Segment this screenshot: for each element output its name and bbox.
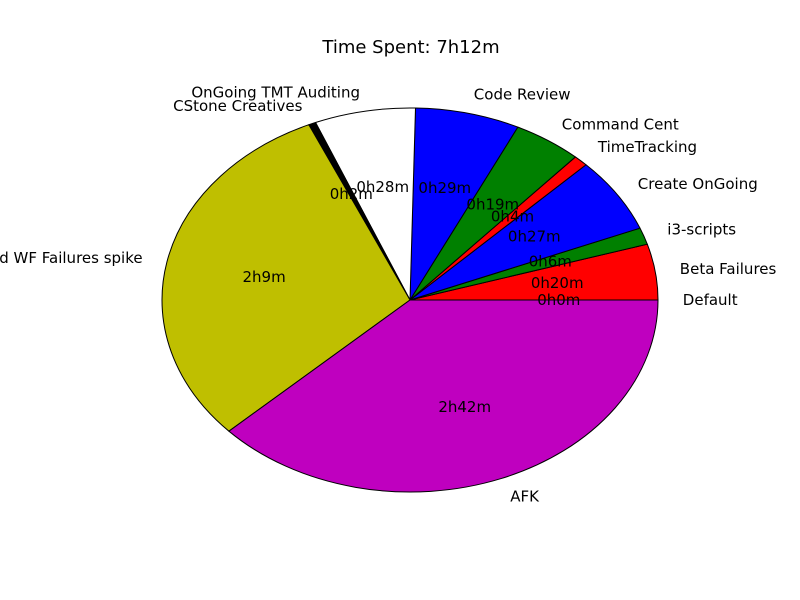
slice-label-beta-failures: Beta Failures — [680, 260, 777, 278]
slice-value-i3-scripts: 0h6m — [529, 253, 572, 271]
slice-value-afk: 2h42m — [438, 398, 491, 416]
slice-value-code-review: 0h29m — [418, 179, 471, 197]
slice-value-beta-failures: 0h20m — [531, 274, 584, 292]
slice-value-timetracking: 0h4m — [491, 208, 534, 226]
slice-label-prod-wf-failures-spike: Prod WF Failures spike — [0, 249, 143, 267]
slice-label-ongoing-tmt-auditing: OnGoing TMT Auditing — [191, 83, 360, 101]
slice-label-code-review: Code Review — [474, 86, 571, 104]
slice-value-create-ongoing: 0h27m — [508, 228, 561, 246]
pie-labels: Default Beta Failures i3-scripts Create OnG… — [0, 83, 777, 505]
slice-label-cstone-creatives: CStone Creatives — [173, 97, 302, 115]
slice-label-timetracking: TimeTracking — [597, 138, 697, 156]
slice-label-create-ongoing: Create OnGoing — [638, 175, 758, 193]
pie-slice-prod-wf-failures-spike — [161, 124, 411, 432]
pie-slice-afk — [228, 299, 659, 493]
slice-label-default: Default — [683, 291, 738, 309]
slice-label-afk: AFK — [510, 487, 540, 505]
pie-slices — [161, 107, 659, 493]
chart-title: Time Spent: 7h12m — [321, 37, 499, 58]
slice-label-command-cent: Command Cent — [562, 116, 679, 134]
slice-value-cstone-creatives: 0h2m — [330, 185, 373, 203]
slice-label-i3-scripts: i3-scripts — [667, 221, 736, 239]
slice-value-default: 0h0m — [537, 291, 580, 309]
slice-value-ongoing-tmt-auditing: 0h28m — [356, 178, 409, 196]
slice-value-command-cent: 0h19m — [466, 195, 519, 213]
slice-value-prod-wf-failures-spike: 2h9m — [242, 268, 285, 286]
pie-slice-code-review — [409, 107, 519, 301]
